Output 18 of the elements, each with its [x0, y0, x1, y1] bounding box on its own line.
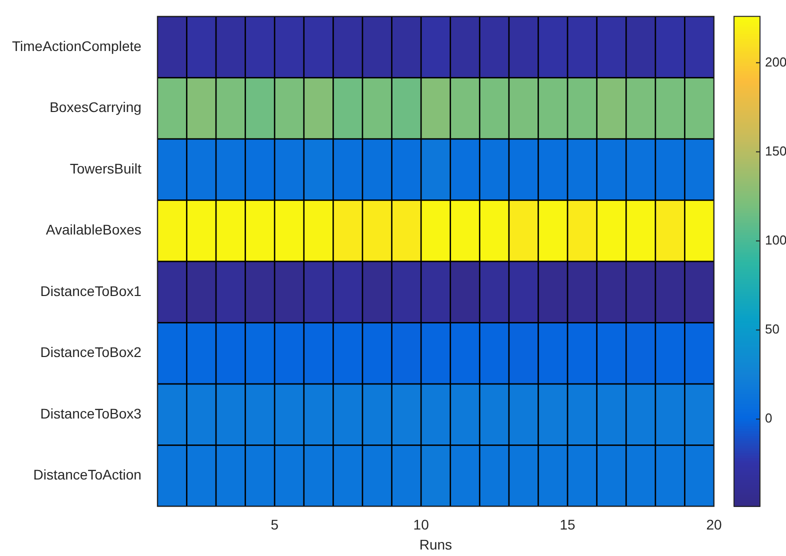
x-tick-label: 20: [706, 516, 722, 533]
y-tick-label: TowersBuilt: [70, 160, 142, 176]
x-tick-label: 15: [560, 516, 576, 533]
x-tick-label: 10: [413, 516, 430, 533]
y-tick-label: DistanceToBox3: [40, 405, 142, 422]
color-bar-label: 200: [765, 54, 786, 70]
y-tick-label: BoxesCarrying: [50, 99, 142, 116]
color-bar-label: 0: [765, 410, 772, 426]
color-bar-label: 100: [765, 232, 786, 248]
y-tick-label: TimeActionComplete: [12, 38, 142, 54]
x-tick-label: 5: [270, 516, 279, 533]
y-tick-label: DistanceToBox2: [40, 344, 142, 360]
y-tick-label: DistanceToAction: [33, 466, 142, 483]
color-bar-label: 150: [765, 143, 786, 158]
y-tick-label: DistanceToBox1: [40, 282, 142, 299]
y-tick-label: AvailableBoxes: [46, 222, 142, 238]
x-axis-title: Runs: [419, 536, 452, 552]
color-bar-label: 50: [765, 322, 780, 337]
